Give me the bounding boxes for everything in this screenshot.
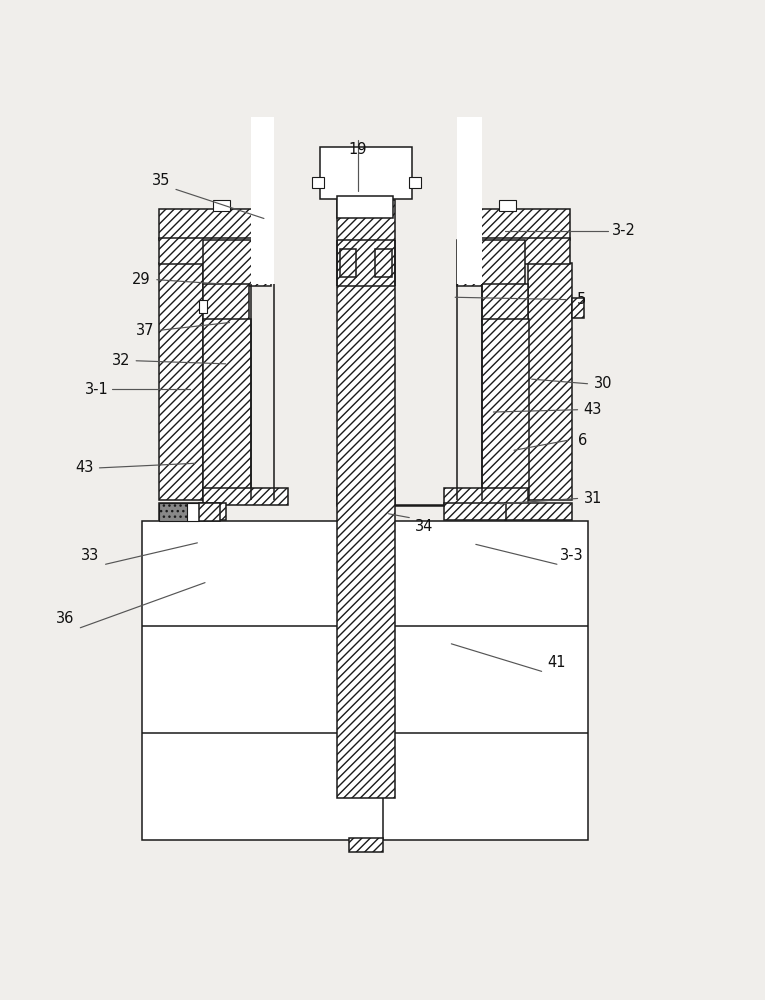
Bar [459, 238, 570, 264]
Text: 5: 5 [577, 292, 586, 307]
Text: 37: 37 [136, 323, 155, 338]
Bar [459, 209, 570, 240]
Bar [505, 503, 572, 520]
Text: 32: 32 [112, 353, 130, 368]
Text: 41: 41 [548, 655, 566, 670]
Bar [499, 200, 516, 211]
Text: 6: 6 [578, 433, 588, 448]
Text: 43: 43 [584, 402, 602, 417]
Text: 29: 29 [132, 272, 151, 287]
Bar [159, 503, 226, 520]
Bar [142, 521, 588, 840]
Text: 35: 35 [151, 173, 170, 188]
Text: 43: 43 [75, 460, 93, 475]
Bar [251, 85, 274, 284]
Bar [203, 240, 271, 286]
Text: 3-1: 3-1 [85, 382, 109, 397]
Bar [409, 177, 421, 188]
Bar [213, 200, 230, 211]
Text: 3-3: 3-3 [561, 548, 584, 563]
Bar [375, 249, 392, 277]
Text: 31: 31 [584, 491, 602, 506]
Polygon shape [337, 488, 444, 506]
Bar [320, 147, 412, 199]
Bar [312, 177, 324, 188]
Bar [337, 200, 395, 798]
Bar [457, 85, 482, 284]
Bar [159, 209, 270, 240]
Bar [444, 503, 506, 520]
Bar [337, 240, 395, 286]
Bar [349, 488, 382, 505]
Bar [528, 263, 572, 500]
Bar [203, 284, 249, 321]
Text: 36: 36 [56, 611, 74, 626]
Text: 3-2: 3-2 [611, 223, 636, 238]
Bar [482, 284, 528, 321]
Bar [159, 503, 188, 521]
Bar [349, 838, 382, 852]
Bar [203, 488, 288, 505]
Bar [337, 196, 393, 218]
Bar [159, 238, 270, 264]
Bar [159, 263, 203, 500]
Bar [482, 319, 529, 500]
Bar [203, 319, 251, 500]
Bar [199, 300, 207, 313]
Bar [444, 488, 528, 505]
Bar [187, 503, 199, 521]
Bar [572, 298, 584, 318]
Text: 34: 34 [415, 519, 434, 534]
Bar [340, 249, 356, 277]
Bar [199, 503, 220, 521]
Text: 33: 33 [81, 548, 99, 563]
Text: 30: 30 [594, 376, 612, 391]
Text: 19: 19 [349, 142, 367, 157]
Bar [457, 240, 525, 286]
